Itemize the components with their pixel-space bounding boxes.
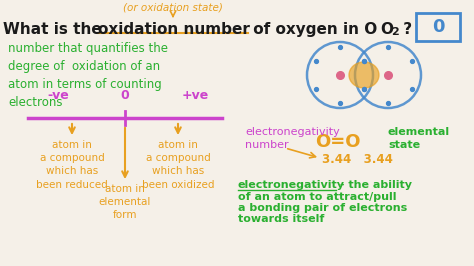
Text: elemental
state: elemental state [388,127,450,150]
Text: O=O: O=O [315,133,361,151]
Text: a bonding pair of electrons: a bonding pair of electrons [238,203,407,213]
Text: 3.44   3.44: 3.44 3.44 [322,153,393,166]
Text: ?: ? [398,22,412,37]
Text: atom in
a compound
which has
been oxidized: atom in a compound which has been oxidiz… [142,140,214,190]
Text: -ve: -ve [47,89,69,102]
Text: O: O [380,22,393,37]
Ellipse shape [349,62,379,88]
Text: oxidation number: oxidation number [98,22,250,37]
Text: electronegativity: electronegativity [238,180,345,190]
Text: 0: 0 [120,89,129,102]
Text: 0: 0 [432,18,444,36]
Text: atom in
a compound
which has
been reduced: atom in a compound which has been reduce… [36,140,108,190]
Text: - the ability: - the ability [336,180,412,190]
Text: 2: 2 [391,27,399,37]
Text: number that quantifies the
degree of  oxidation of an
atom in terms of counting
: number that quantifies the degree of oxi… [8,42,168,109]
Text: electronegativity
number: electronegativity number [245,127,340,150]
Text: of oxygen in O: of oxygen in O [248,22,377,37]
Text: atom in
elemental
form: atom in elemental form [99,184,151,221]
Text: +ve: +ve [182,89,209,102]
Text: (or oxidation state): (or oxidation state) [123,3,223,13]
Text: What is the: What is the [3,22,107,37]
Text: towards itself: towards itself [238,214,324,224]
FancyBboxPatch shape [416,13,460,41]
Text: of an atom to attract/pull: of an atom to attract/pull [238,192,396,202]
